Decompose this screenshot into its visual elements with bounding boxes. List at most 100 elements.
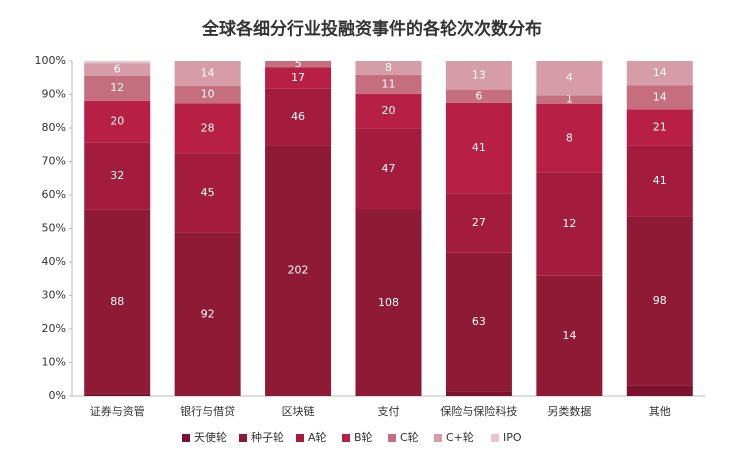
data-label: 14 bbox=[653, 66, 667, 79]
bar-segment bbox=[174, 232, 241, 396]
bar-segment bbox=[626, 61, 693, 86]
bar-segment bbox=[445, 61, 512, 90]
bar-segment bbox=[626, 145, 693, 217]
legend-swatch bbox=[296, 434, 304, 442]
bar-segment bbox=[174, 103, 241, 154]
data-label: 1 bbox=[566, 93, 573, 106]
data-label: 14 bbox=[201, 66, 215, 79]
legend-swatch bbox=[388, 434, 396, 442]
data-label: 41 bbox=[653, 174, 667, 187]
bar-segment bbox=[84, 393, 151, 396]
data-label: 13 bbox=[472, 68, 486, 81]
y-tick-label: 80% bbox=[42, 121, 66, 134]
bar-segment bbox=[174, 85, 241, 104]
legend-swatch bbox=[239, 434, 247, 442]
legend-swatch bbox=[182, 434, 190, 442]
data-label: 17 bbox=[291, 71, 305, 84]
bar-segment bbox=[355, 93, 422, 129]
data-label: 108 bbox=[378, 296, 399, 309]
data-label: 32 bbox=[110, 169, 124, 182]
data-label: 98 bbox=[653, 294, 667, 307]
bar-segment bbox=[626, 216, 693, 386]
bar-segment bbox=[626, 109, 693, 146]
data-label: 5 bbox=[295, 57, 302, 70]
bar-segment bbox=[265, 88, 332, 146]
bar-segment bbox=[84, 75, 151, 101]
x-tick-label: 区块链 bbox=[282, 404, 315, 418]
data-label: 45 bbox=[201, 186, 215, 199]
data-label: 92 bbox=[201, 307, 215, 320]
y-tick-label: 100% bbox=[35, 54, 66, 67]
bar-segment bbox=[626, 385, 693, 396]
chart-title: 全球各细分行业投融资事件的各轮次次数分布 bbox=[201, 19, 542, 40]
bar-segment bbox=[445, 391, 512, 396]
legend-label: IPO bbox=[503, 431, 522, 444]
bar-segment bbox=[536, 61, 603, 96]
bar-segment bbox=[84, 63, 151, 76]
bar-segment bbox=[84, 61, 151, 64]
bar-segment bbox=[536, 95, 603, 104]
bar-segment bbox=[84, 209, 151, 394]
x-tick-label: 支付 bbox=[378, 405, 400, 418]
data-label: 6 bbox=[475, 89, 482, 102]
bar-segment bbox=[174, 61, 241, 86]
y-tick-label: 20% bbox=[42, 322, 66, 335]
y-tick-label: 60% bbox=[42, 188, 66, 201]
bar-segment bbox=[84, 100, 151, 143]
y-tick-label: 90% bbox=[42, 88, 66, 101]
legend-label: B轮 bbox=[354, 430, 373, 444]
data-label: 20 bbox=[382, 104, 396, 117]
y-tick-label: 30% bbox=[42, 289, 66, 302]
legend-label: 天使轮 bbox=[194, 430, 227, 444]
x-tick-label: 银行与借贷 bbox=[180, 404, 235, 418]
data-label: 11 bbox=[382, 77, 396, 90]
legend-label: C+轮 bbox=[446, 430, 474, 444]
data-label: 20 bbox=[110, 115, 124, 128]
bar-segment bbox=[445, 89, 512, 103]
bar-segment bbox=[265, 145, 332, 396]
bar-segment bbox=[355, 74, 422, 94]
data-label: 202 bbox=[288, 264, 309, 277]
bar-segment bbox=[626, 85, 693, 110]
y-tick-label: 70% bbox=[42, 155, 66, 168]
bar-segment bbox=[445, 102, 512, 194]
bar-segment bbox=[536, 103, 603, 173]
data-label: 4 bbox=[566, 71, 573, 84]
legend-swatch bbox=[434, 434, 442, 442]
legend-swatch bbox=[491, 434, 499, 442]
legend-label: 种子轮 bbox=[251, 430, 284, 444]
y-tick-label: 0% bbox=[49, 389, 66, 402]
bar-segment bbox=[355, 128, 422, 210]
bar-segment bbox=[84, 142, 151, 210]
data-label: 47 bbox=[382, 162, 396, 175]
legend-label: A轮 bbox=[308, 430, 327, 444]
bar-segment bbox=[355, 61, 422, 75]
data-label: 8 bbox=[385, 61, 392, 74]
x-tick-label: 其他 bbox=[649, 405, 671, 418]
data-label: 14 bbox=[653, 90, 667, 103]
data-label: 12 bbox=[110, 81, 124, 94]
x-tick-label: 证券与资管 bbox=[90, 404, 145, 418]
bar-segment bbox=[536, 172, 603, 276]
x-tick-label: 另类数据 bbox=[547, 404, 591, 418]
x-tick-label: 保险与保险科技 bbox=[440, 404, 517, 418]
data-label: 14 bbox=[562, 329, 576, 342]
data-label: 88 bbox=[110, 295, 124, 308]
data-label: 10 bbox=[201, 88, 215, 101]
bar-segment bbox=[265, 67, 332, 89]
data-label: 12 bbox=[562, 217, 576, 230]
bar-segment bbox=[265, 61, 332, 68]
legend-label: C轮 bbox=[400, 430, 419, 444]
bar-segment bbox=[445, 193, 512, 253]
legend-swatch bbox=[342, 434, 350, 442]
bar-segment bbox=[536, 275, 603, 396]
bar-segment bbox=[355, 209, 422, 396]
y-tick-label: 40% bbox=[42, 255, 66, 268]
bar-segment bbox=[174, 153, 241, 233]
data-label: 6 bbox=[114, 62, 121, 75]
data-label: 41 bbox=[472, 141, 486, 154]
data-label: 63 bbox=[472, 315, 486, 328]
data-label: 27 bbox=[472, 216, 486, 229]
data-label: 21 bbox=[653, 120, 667, 133]
